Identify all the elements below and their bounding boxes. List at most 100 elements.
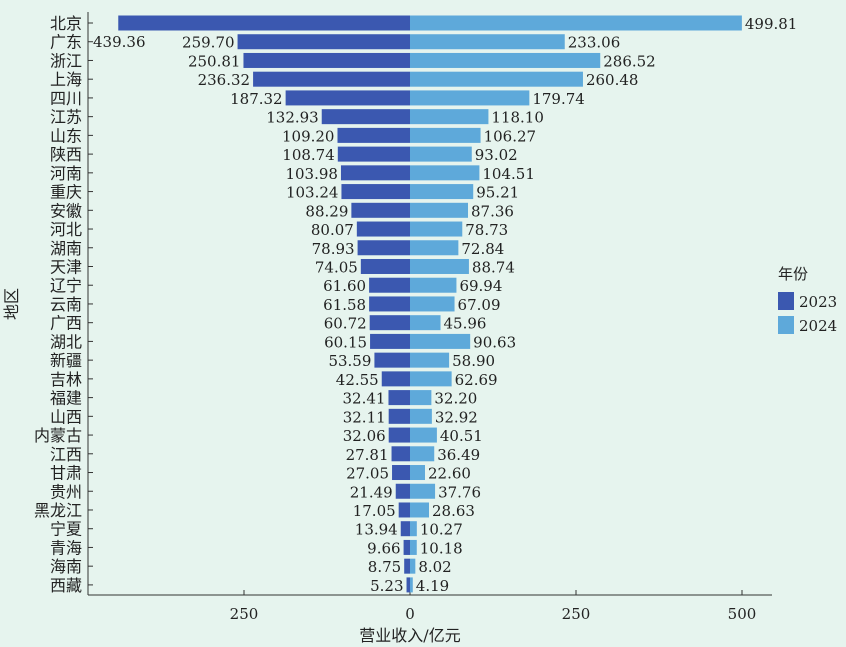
category-label: 湖南 [50, 239, 82, 258]
data-label-2023: 103.24 [286, 184, 339, 202]
data-label-2024: 286.52 [603, 52, 656, 70]
bar-2023 [381, 371, 410, 387]
data-label-2024: 10.18 [420, 539, 463, 557]
bar-2024 [410, 15, 742, 31]
bar-2023 [369, 296, 410, 312]
data-label-2024: 233.06 [568, 34, 621, 52]
bar-2024 [410, 333, 471, 349]
bar-2023 [388, 427, 410, 443]
y-axis-label: 地区 [2, 288, 21, 320]
category-label: 吉林 [50, 370, 82, 389]
bar-2023 [369, 315, 410, 331]
category-label: 黑龙江 [34, 501, 82, 520]
bar-2024 [410, 221, 463, 237]
bar-2023 [253, 71, 410, 87]
data-label-2024: 58.90 [452, 352, 495, 370]
legend-label-2023: 2023 [799, 293, 837, 311]
x-tick-label: 250 [230, 605, 259, 623]
category-label: 海南 [50, 557, 82, 576]
legend-swatch-2023 [778, 292, 794, 310]
bar-2023 [356, 221, 410, 237]
bar-2023 [395, 483, 410, 499]
bar-2023 [340, 165, 410, 181]
category-label: 福建 [50, 389, 82, 408]
data-label-2024: 179.74 [532, 90, 585, 108]
data-label-2023: 21.49 [350, 483, 393, 501]
bar-2024 [410, 296, 455, 312]
data-label-2024: 32.20 [434, 390, 477, 408]
data-label-2023: 27.81 [346, 446, 389, 464]
data-label-2023: 42.55 [336, 371, 379, 389]
data-label-2023: 78.93 [312, 240, 355, 258]
bar-2024 [410, 390, 432, 406]
bar-2024 [410, 502, 430, 518]
data-label-2023: 17.05 [353, 502, 396, 520]
data-label-2023: 74.05 [315, 258, 358, 276]
bar-2023 [391, 446, 410, 462]
bar-2024 [410, 427, 437, 443]
bar-2023 [237, 34, 410, 50]
category-label: 广西 [50, 314, 82, 333]
bar-2024 [410, 165, 480, 181]
category-label: 天津 [50, 257, 82, 276]
category-label: 湖北 [50, 332, 82, 351]
category-label: 西藏 [50, 576, 82, 595]
bar-2024 [410, 446, 435, 462]
category-label: 浙江 [50, 51, 82, 70]
data-label-2023: 109.20 [282, 127, 335, 145]
bar-2024 [410, 371, 452, 387]
bar-2024 [410, 315, 441, 331]
category-label: 北京 [50, 14, 82, 33]
data-label-2024: 260.48 [586, 71, 639, 89]
bar-2024 [410, 408, 432, 424]
bar-2024 [410, 521, 417, 537]
data-label-2023: 8.75 [368, 558, 401, 576]
data-label-2023: 13.94 [355, 521, 398, 539]
bar-2024 [410, 539, 417, 555]
data-label-2024: 28.63 [432, 502, 475, 520]
data-label-2024: 32.92 [435, 408, 478, 426]
bar-2023 [118, 15, 411, 31]
category-label: 甘肃 [50, 464, 82, 483]
data-label-2023: 132.93 [266, 109, 319, 127]
bar-2024 [410, 71, 583, 87]
bar-2024 [410, 258, 469, 274]
bar-2023 [406, 577, 410, 593]
data-label-2023: 27.05 [346, 465, 389, 483]
bar-2024 [410, 90, 530, 106]
category-label: 上海 [50, 70, 82, 89]
category-label: 山东 [50, 126, 82, 145]
data-label-2023: 259.70 [182, 34, 235, 52]
category-label: 陕西 [50, 145, 82, 164]
data-label-2023: 103.98 [285, 165, 338, 183]
data-label-2024: 67.09 [458, 296, 501, 314]
bar-2023 [392, 465, 410, 481]
bar-2023 [370, 333, 410, 349]
data-label-2023: 32.11 [343, 408, 386, 426]
data-label-2024: 90.63 [473, 333, 516, 351]
bar-2024 [410, 52, 601, 68]
data-label-2024: 62.69 [455, 371, 498, 389]
data-label-2024: 22.60 [428, 465, 471, 483]
data-label-2023: 187.32 [230, 90, 283, 108]
legend-title: 年份 [778, 265, 808, 283]
bar-2024 [410, 352, 450, 368]
data-label-2023: 439.36 [93, 33, 146, 51]
data-label-2024: 106.27 [484, 127, 537, 145]
x-axis-label: 营业收入/亿元 [359, 626, 460, 645]
bar-2024 [410, 465, 426, 481]
category-label: 贵州 [50, 482, 82, 501]
bar-2023 [337, 146, 410, 162]
data-label-2023: 236.32 [198, 71, 251, 89]
bar-2023 [400, 521, 410, 537]
data-label-2024: 72.84 [461, 240, 504, 258]
data-label-2024: 8.02 [418, 558, 451, 576]
bar-2023 [398, 502, 410, 518]
category-label: 河南 [50, 164, 82, 183]
category-label: 重庆 [50, 183, 82, 202]
x-tick-label: 500 [728, 605, 757, 623]
bar-2023 [388, 408, 410, 424]
category-label: 安徽 [50, 201, 82, 220]
bar-2024 [410, 146, 472, 162]
